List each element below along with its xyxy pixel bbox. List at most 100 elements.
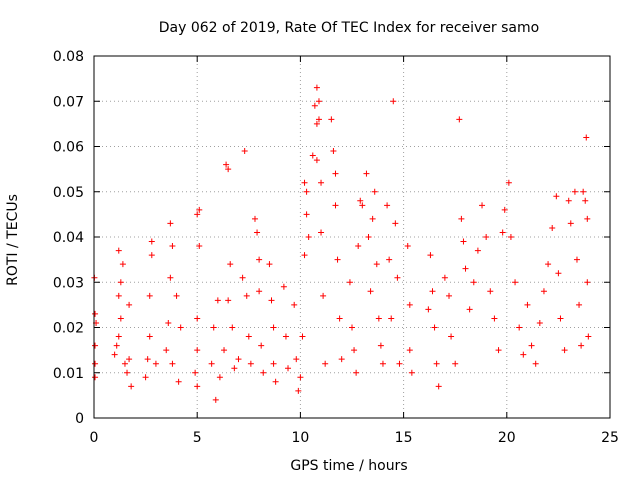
data-point: [388, 315, 395, 322]
data-point: [446, 292, 453, 299]
data-point: [167, 220, 174, 227]
data-point: [332, 202, 339, 209]
data-point: [448, 333, 455, 340]
data-point: [119, 261, 126, 268]
y-tick-label: 0.08: [53, 49, 84, 65]
data-point: [223, 161, 230, 168]
data-point: [532, 360, 539, 367]
data-point: [315, 98, 322, 105]
data-point: [392, 220, 399, 227]
data-point: [208, 360, 215, 367]
data-point: [557, 315, 564, 322]
data-point: [229, 324, 236, 331]
x-tick-label: 20: [498, 430, 516, 446]
data-point: [177, 324, 184, 331]
data-point: [148, 252, 155, 259]
data-point: [305, 234, 312, 240]
data-point: [272, 378, 279, 385]
y-tick-label: 0.04: [53, 230, 84, 246]
data-point: [169, 360, 176, 367]
data-point: [540, 288, 547, 295]
data-point: [565, 197, 572, 204]
data-point: [553, 193, 560, 200]
data-point: [406, 347, 413, 354]
data-point: [165, 319, 172, 326]
data-point: [516, 324, 523, 331]
data-point: [338, 356, 345, 363]
data-point: [390, 98, 397, 105]
data-point: [528, 342, 535, 349]
data-point: [369, 215, 376, 222]
data-point: [479, 202, 486, 209]
data-point: [194, 315, 201, 322]
data-point: [315, 116, 322, 123]
data-point: [452, 360, 459, 367]
data-point: [512, 279, 519, 286]
data-point: [584, 215, 591, 222]
data-point: [386, 256, 393, 263]
data-point: [499, 229, 506, 236]
data-point: [322, 360, 329, 367]
data-point: [441, 274, 448, 281]
data-point: [115, 247, 122, 254]
data-point: [295, 387, 302, 394]
data-point: [377, 342, 384, 349]
x-tick-label: 15: [395, 430, 413, 446]
data-point: [456, 116, 463, 123]
data-point: [194, 347, 201, 354]
data-point: [371, 188, 378, 195]
data-point: [576, 301, 583, 308]
data-point: [320, 292, 327, 299]
data-point: [167, 274, 174, 281]
data-point: [584, 279, 591, 286]
data-point: [379, 360, 386, 367]
data-point: [254, 229, 261, 236]
data-point: [396, 360, 403, 367]
data-point: [567, 220, 574, 227]
data-point: [128, 383, 135, 390]
data-point: [404, 243, 411, 250]
data-point: [571, 188, 578, 195]
data-point: [243, 292, 250, 299]
data-point: [216, 374, 223, 381]
y-tick-label: 0.02: [53, 321, 84, 337]
data-point: [212, 396, 219, 403]
y-tick-label: 0.05: [53, 185, 84, 201]
data-point: [247, 360, 254, 367]
data-point: [501, 206, 508, 213]
data-point: [221, 347, 228, 354]
data-point: [92, 360, 99, 367]
data-point: [460, 238, 467, 245]
chart-title: Day 062 of 2019, Rate Of TEC Index for r…: [159, 20, 539, 36]
data-point: [375, 315, 382, 322]
data-point: [408, 369, 415, 376]
y-tick-labels: 0 0.01 0.02 0.03 0.04 0.05 0.06 0.07 0.08: [53, 49, 84, 427]
data-point: [330, 148, 337, 155]
data-point: [92, 310, 99, 317]
y-axis-title: ROTI / TECUs: [5, 194, 21, 286]
data-point: [580, 188, 587, 195]
data-point: [334, 256, 341, 263]
axis-ticks: [93, 55, 611, 419]
data-point: [491, 315, 498, 322]
data-point: [346, 279, 353, 286]
data-point: [336, 315, 343, 322]
data-point: [225, 166, 232, 173]
data-point: [373, 261, 380, 268]
data-point: [192, 369, 199, 376]
y-tick-label: 0.06: [53, 140, 84, 156]
data-point: [117, 279, 124, 286]
data-points: [91, 84, 592, 403]
grid: [94, 56, 610, 418]
data-point: [357, 197, 364, 204]
data-point: [148, 238, 155, 245]
data-point: [427, 252, 434, 259]
data-point: [196, 206, 203, 213]
data-point: [487, 288, 494, 295]
data-point: [152, 360, 159, 367]
data-point: [126, 356, 133, 363]
x-tick-label: 25: [601, 430, 619, 446]
data-point: [146, 333, 153, 340]
data-point: [299, 333, 306, 340]
